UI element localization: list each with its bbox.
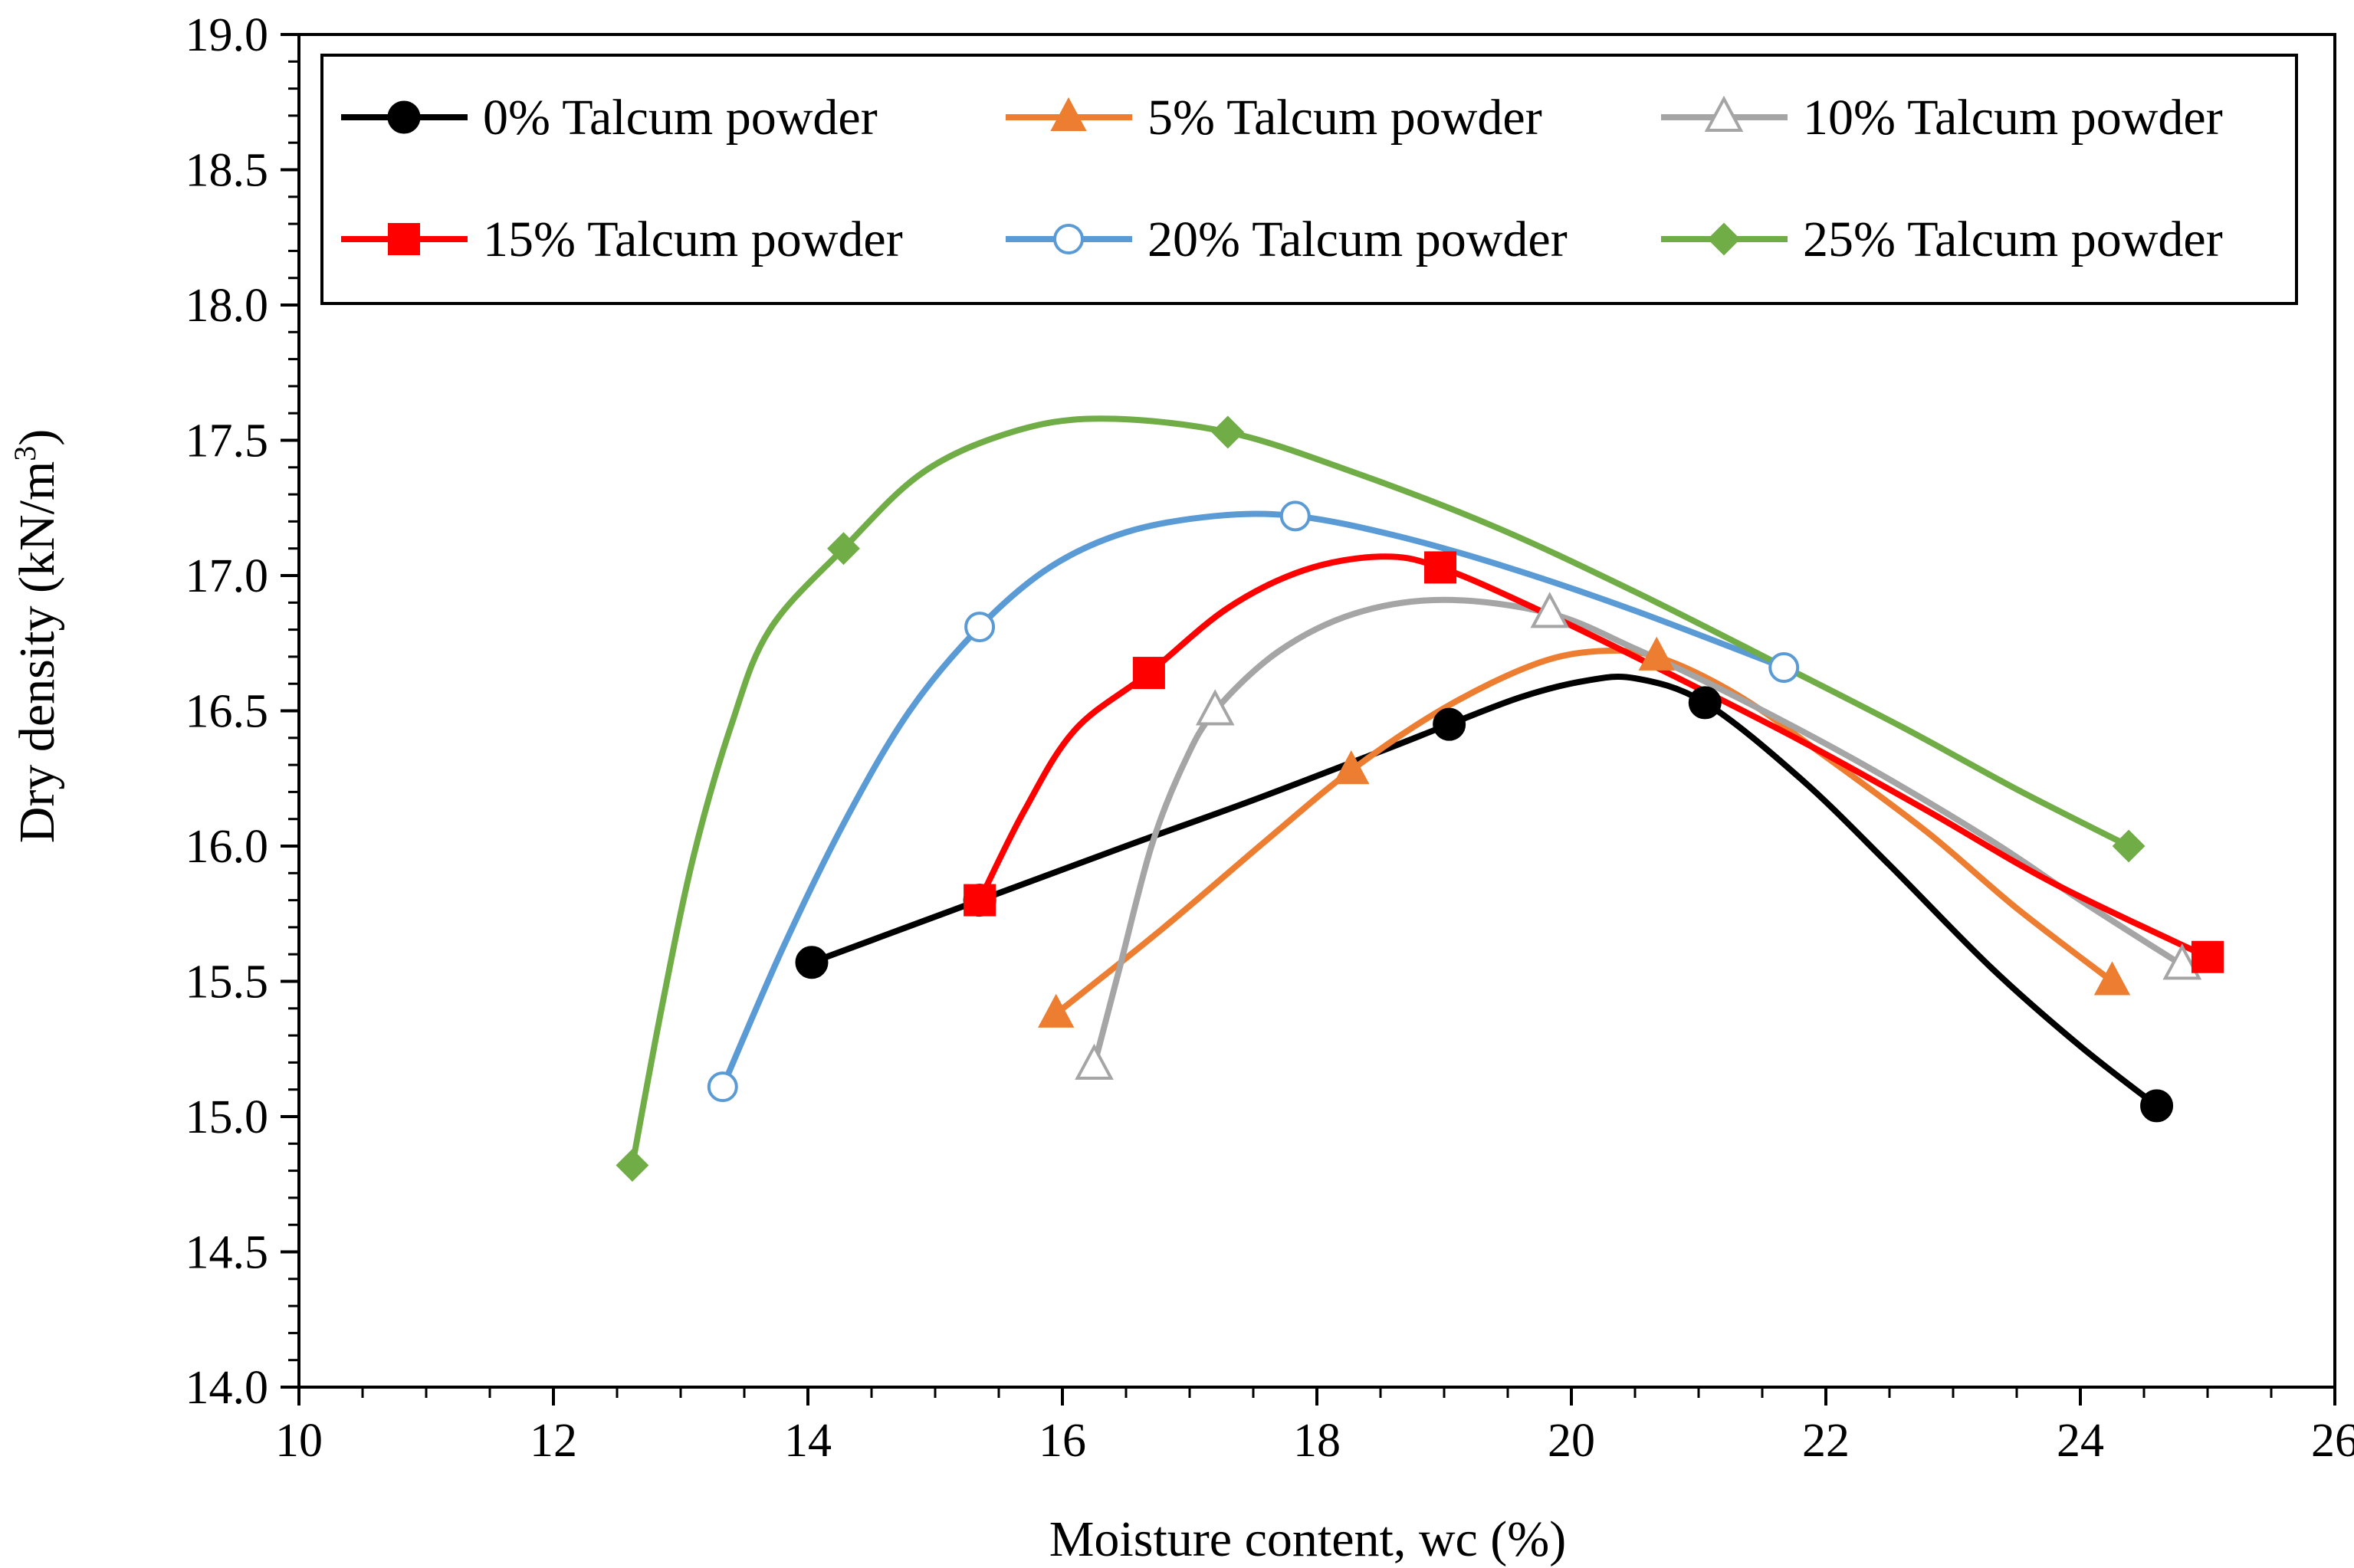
- x-tick-label: 20: [1548, 1415, 1595, 1467]
- y-axis-title-main: Dry density (kN/m: [9, 461, 65, 844]
- legend: 0% Talcum powder 5% Talcum powder 10% Talc…: [320, 54, 2298, 305]
- data-point-series-3: [1132, 657, 1165, 690]
- data-point-series-3: [1424, 551, 1457, 584]
- legend-label: 10% Talcum powder: [1803, 90, 2223, 146]
- legend-box: [320, 54, 2298, 305]
- legend-label: 0% Talcum powder: [483, 90, 878, 146]
- data-point-series-2: [2162, 943, 2202, 980]
- data-point-series-5: [2112, 829, 2146, 863]
- y-axis-title: Dry density (kN/m3): [8, 429, 65, 844]
- legend-label: 20% Talcum powder: [1147, 212, 1568, 267]
- legend-label: 25% Talcum powder: [1803, 212, 2223, 267]
- y-tick-label: 16.0: [185, 821, 269, 873]
- legend-label: 15% Talcum powder: [483, 212, 903, 267]
- y-tick-label: 18.0: [185, 280, 269, 332]
- data-point-series-1: [1333, 750, 1370, 785]
- data-point-series-4: [1768, 652, 1800, 684]
- data-point-series-2: [1195, 689, 1235, 726]
- y-axis-title-superscript: 3: [8, 446, 42, 461]
- data-point-series-5: [616, 1149, 649, 1182]
- series-layer: [616, 415, 2224, 1182]
- y-tick-label: 14.5: [185, 1227, 269, 1279]
- data-point-series-4: [964, 612, 996, 643]
- x-tick-label: 14: [784, 1415, 832, 1467]
- data-point-series-2: [1075, 1043, 1114, 1080]
- legend-marker: [1707, 222, 1741, 256]
- x-tick-label: 24: [2057, 1415, 2104, 1467]
- data-point-series-5: [827, 532, 860, 566]
- legend-marker: [387, 100, 421, 134]
- y-tick-label: 14.0: [185, 1362, 269, 1414]
- y-tick-label: 19.0: [185, 9, 269, 61]
- data-point-series-0: [1688, 686, 1722, 720]
- series-line-1: [1052, 647, 2116, 1017]
- y-axis-title-close: ): [9, 429, 65, 446]
- data-point-series-0: [2140, 1089, 2174, 1123]
- data-point-series-3: [2191, 940, 2224, 973]
- data-point-series-3: [964, 884, 996, 917]
- x-tick-label: 16: [1039, 1415, 1086, 1467]
- x-axis-title: Moisture content, wc (%): [1049, 1511, 1566, 1567]
- y-tick-label: 15.5: [185, 956, 269, 1009]
- series-line-4: [719, 510, 1788, 1091]
- legend-marker: [1050, 97, 1087, 131]
- data-point-series-0: [1433, 707, 1466, 741]
- y-axis: 14.0 14.5 15.0 15.5 16.0 16.5 17.0 17.5 18.0 18.5…: [185, 9, 299, 1414]
- data-point-series-0: [795, 946, 829, 979]
- legend-marker: [388, 223, 420, 255]
- data-point-series-5: [1211, 415, 1245, 449]
- data-point-series-4: [707, 1071, 738, 1103]
- series-line-0: [809, 674, 2160, 1109]
- y-tick-label: 17.5: [185, 415, 269, 467]
- y-tick-label: 18.5: [185, 145, 269, 197]
- data-point-series-1: [2093, 961, 2131, 996]
- x-tick-label: 22: [1802, 1415, 1850, 1467]
- x-tick-label: 18: [1293, 1415, 1341, 1467]
- x-tick-label: 10: [275, 1415, 323, 1467]
- series-line-5: [629, 415, 2132, 1169]
- data-point-series-1: [1638, 636, 1675, 671]
- y-tick-label: 17.0: [185, 550, 269, 602]
- x-tick-label: 12: [530, 1415, 577, 1467]
- series-line-2: [1091, 596, 2185, 1068]
- legend-marker: [1053, 224, 1084, 254]
- data-point-series-1: [1038, 993, 1075, 1028]
- y-tick-label: 16.5: [185, 686, 269, 738]
- x-tick-label: 26: [2311, 1415, 2354, 1467]
- data-point-series-4: [1279, 500, 1311, 532]
- y-tick-label: 15.0: [185, 1091, 269, 1143]
- data-point-series-2: [1530, 592, 1570, 628]
- legend-label: 5% Talcum powder: [1147, 90, 1542, 146]
- x-axis: 10 12 14 16 18 20 22 24 26: [275, 1387, 2354, 1467]
- legend-marker: [1704, 95, 1744, 132]
